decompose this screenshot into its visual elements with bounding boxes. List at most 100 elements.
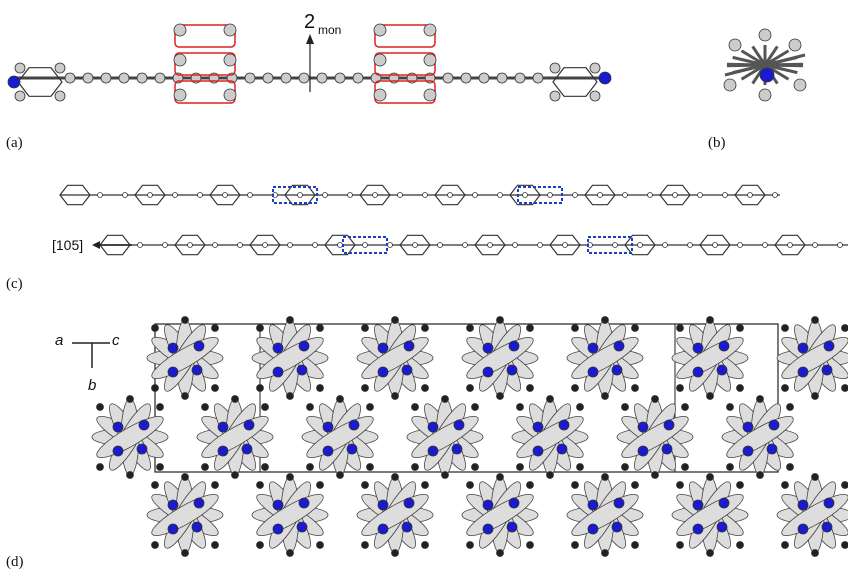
atom: [212, 542, 219, 549]
atom: [202, 464, 209, 471]
atom: [174, 89, 186, 101]
atom: [572, 542, 579, 549]
atom: [509, 498, 519, 508]
atom: [602, 474, 609, 481]
atom: [374, 54, 386, 66]
atom: [498, 193, 503, 198]
atom: [602, 550, 609, 557]
atom: [550, 91, 560, 101]
atom: [507, 365, 517, 375]
atom: [152, 542, 159, 549]
atom: [789, 39, 801, 51]
atom: [213, 243, 218, 248]
atom: [287, 317, 294, 324]
atom: [677, 542, 684, 549]
atom: [174, 54, 186, 66]
axis-label: 2: [304, 11, 315, 33]
atom: [404, 341, 414, 351]
atom: [559, 420, 569, 430]
arrowhead: [306, 34, 314, 44]
atom: [707, 393, 714, 400]
atom: [798, 343, 808, 353]
atom: [664, 420, 674, 430]
atom: [488, 243, 493, 248]
atom: [527, 385, 534, 392]
atom: [572, 325, 579, 332]
ring: [18, 68, 62, 97]
atom: [748, 193, 753, 198]
atom: [362, 325, 369, 332]
atom: [787, 404, 794, 411]
atom: [212, 482, 219, 489]
atom: [812, 393, 819, 400]
atom: [413, 243, 418, 248]
atom: [573, 193, 578, 198]
atom: [652, 396, 659, 403]
atom: [192, 365, 202, 375]
atom: [517, 404, 524, 411]
atom: [614, 498, 624, 508]
axis-subscript: mon: [318, 23, 341, 37]
atom: [97, 464, 104, 471]
atom: [113, 422, 123, 432]
atom: [348, 193, 353, 198]
atom: [533, 422, 543, 432]
atom: [798, 524, 808, 534]
atom: [707, 474, 714, 481]
atom: [782, 482, 789, 489]
atom: [317, 325, 324, 332]
atom: [317, 542, 324, 549]
atom: [163, 243, 168, 248]
atom: [297, 365, 307, 375]
atom: [157, 464, 164, 471]
atom: [723, 193, 728, 198]
atom: [202, 404, 209, 411]
atom: [588, 524, 598, 534]
atom: [428, 422, 438, 432]
atom: [563, 243, 568, 248]
atom: [424, 54, 436, 66]
atom: [224, 89, 236, 101]
atom: [337, 472, 344, 479]
atom: [378, 367, 388, 377]
atom: [812, 474, 819, 481]
atom: [572, 482, 579, 489]
atom: [367, 404, 374, 411]
atom: [472, 404, 479, 411]
atom: [362, 542, 369, 549]
atom: [812, 317, 819, 324]
atom: [773, 193, 778, 198]
atom: [174, 24, 186, 36]
atom: [378, 343, 388, 353]
atom: [232, 396, 239, 403]
atom: [127, 472, 134, 479]
atom: [588, 500, 598, 510]
atom: [119, 73, 129, 83]
axis-a: a: [55, 332, 63, 349]
atom: [168, 500, 178, 510]
atom: [287, 474, 294, 481]
atom: [257, 482, 264, 489]
atom: [812, 550, 819, 557]
atom: [137, 73, 147, 83]
atom: [317, 73, 327, 83]
atom: [547, 396, 554, 403]
atom: [693, 367, 703, 377]
atom: [590, 91, 600, 101]
atom: [404, 498, 414, 508]
atom: [299, 498, 309, 508]
atom: [392, 317, 399, 324]
atom: [424, 24, 436, 36]
atom: [242, 444, 252, 454]
atom: [467, 325, 474, 332]
atom: [262, 464, 269, 471]
panel-label: (d): [6, 554, 24, 570]
atom: [422, 385, 429, 392]
atom: [479, 73, 489, 83]
atom: [263, 73, 273, 83]
atom: [192, 522, 202, 532]
atom: [223, 193, 228, 198]
atom: [55, 91, 65, 101]
atom: [737, 325, 744, 332]
atom: [452, 444, 462, 454]
